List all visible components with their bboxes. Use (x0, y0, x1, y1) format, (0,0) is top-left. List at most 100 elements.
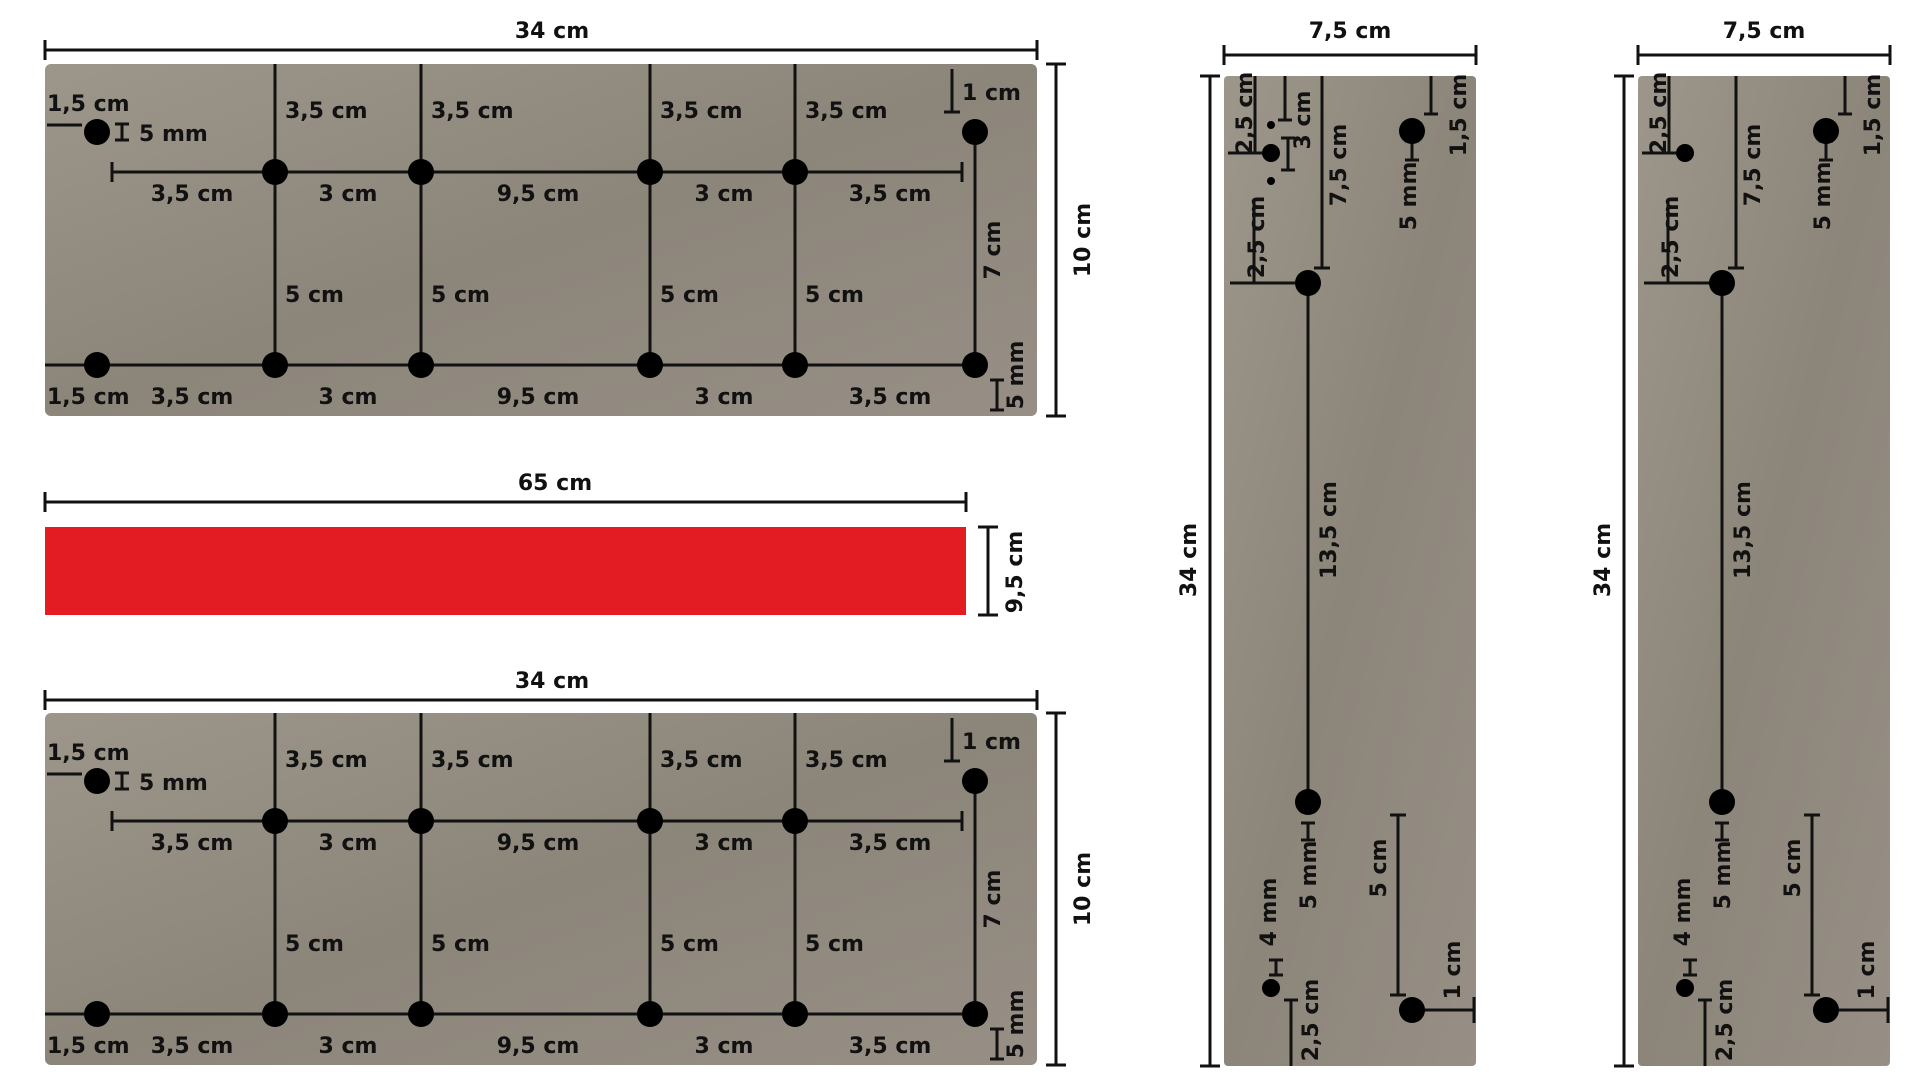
label-drop: 7,5 cm (1741, 124, 1766, 207)
label-segment: 3,5 cm (151, 831, 234, 856)
label-segment: 3,5 cm (151, 182, 234, 207)
hole (962, 352, 988, 378)
label-segment: 3,5 cm (151, 385, 234, 410)
label-segment: 3 cm (695, 831, 754, 856)
label-middle: 13,5 cm (1317, 481, 1342, 579)
hole (1399, 118, 1425, 144)
label-7cm: 7 cm (981, 870, 1006, 929)
hole (637, 1001, 663, 1027)
label-offset-5mm: 5 mm (1811, 162, 1836, 231)
label-post-span: 5 cm (805, 932, 864, 957)
strip-length-label: 65 cm (518, 471, 592, 496)
label-top-right: 1,5 cm (1447, 74, 1472, 157)
hole (1267, 177, 1275, 185)
hole (408, 352, 434, 378)
hole (1262, 144, 1280, 162)
label-segment: 3 cm (319, 831, 378, 856)
label-7cm: 7 cm (981, 221, 1006, 280)
hole (408, 159, 434, 185)
front-panel-bottom-board (45, 713, 1037, 1065)
label-offset-5mm: 5 mm (1297, 841, 1322, 910)
label-segment: 9,5 cm (497, 1034, 580, 1059)
label-hole-margin: 1,5 cm (47, 741, 130, 766)
label-5mm-bottom: 5 mm (1004, 341, 1029, 410)
hole (408, 808, 434, 834)
side-panel-right: 7,5 cm 34 cm 1,5 (1591, 19, 1892, 1068)
label-hole-4mm: 4 mm (1257, 878, 1282, 947)
front-panel-bottom: 34 cm 10 cm 1,5 cm 5 (43, 669, 1096, 1067)
label-bottom-margin: 1,5 cm (47, 385, 130, 410)
label-small-top: 2,5 cm (1233, 72, 1258, 155)
hole (1676, 144, 1694, 162)
label-offset-5mm: 5 mm (1397, 162, 1422, 231)
label-small-gap: 3 cm (1291, 91, 1316, 150)
front-bottom-height-label: 10 cm (1071, 852, 1096, 926)
label-post-span: 5 cm (431, 283, 490, 308)
side-panel-right-board (1638, 76, 1890, 1066)
hole (262, 808, 288, 834)
hole (1399, 997, 1425, 1023)
label-small-top: 2,5 cm (1647, 72, 1672, 155)
label-1cm: 1 cm (962, 81, 1021, 106)
front-top-width-label: 34 cm (515, 19, 589, 44)
hole (408, 1001, 434, 1027)
label-side-offset: 2,5 cm (1245, 196, 1270, 279)
hole (962, 119, 988, 145)
front-bottom-width-label: 34 cm (515, 669, 589, 694)
hole (782, 159, 808, 185)
hole (1813, 118, 1839, 144)
label-segment: 3 cm (319, 182, 378, 207)
label-post-drop: 3,5 cm (431, 99, 514, 124)
label-lower-gap: 5 cm (1781, 839, 1806, 898)
hole (84, 1001, 110, 1027)
hole (262, 1001, 288, 1027)
label-segment: 3 cm (319, 385, 378, 410)
label-lower-gap: 5 cm (1367, 839, 1392, 898)
side-panel-left-board (1224, 76, 1476, 1066)
label-segment: 3,5 cm (849, 385, 932, 410)
label-post-span: 5 cm (285, 283, 344, 308)
label-offset-5mm: 5 mm (1711, 841, 1736, 910)
label-middle: 13,5 cm (1731, 481, 1756, 579)
label-post-drop: 3,5 cm (660, 748, 743, 773)
side-left-width-label: 7,5 cm (1309, 19, 1392, 44)
label-post-drop: 3,5 cm (285, 99, 368, 124)
label-segment: 3 cm (695, 182, 754, 207)
hole (1813, 997, 1839, 1023)
hole (84, 352, 110, 378)
label-top-right: 1,5 cm (1861, 74, 1886, 157)
front-panel-top: 34 cm 10 cm (43, 19, 1096, 418)
label-5mm: 5 mm (139, 122, 208, 147)
hole (262, 159, 288, 185)
label-post-span: 5 cm (805, 283, 864, 308)
hole (782, 1001, 808, 1027)
label-bottom-right: 1 cm (1855, 941, 1880, 1000)
hole (262, 352, 288, 378)
red-strip: 65 cm 9,5 cm (43, 471, 1028, 617)
label-bottom-offset: 2,5 cm (1299, 979, 1324, 1062)
label-segment: 3,5 cm (151, 1034, 234, 1059)
hole (1262, 979, 1280, 997)
label-bottom-offset: 2,5 cm (1713, 979, 1738, 1062)
label-post-drop: 3,5 cm (285, 748, 368, 773)
label-side-offset: 2,5 cm (1659, 196, 1684, 279)
label-post-span: 5 cm (431, 932, 490, 957)
label-post-span: 5 cm (660, 283, 719, 308)
label-segment: 3,5 cm (849, 1034, 932, 1059)
label-segment: 3,5 cm (849, 182, 932, 207)
hole (782, 808, 808, 834)
hole (1295, 270, 1321, 296)
label-bottom-right: 1 cm (1441, 941, 1466, 1000)
label-segment: 9,5 cm (497, 182, 580, 207)
strip-bar (45, 527, 966, 615)
front-panel-top-board (45, 64, 1037, 416)
label-segment: 9,5 cm (497, 831, 580, 856)
label-hole-4mm: 4 mm (1671, 878, 1696, 947)
side-left-height-label: 34 cm (1177, 523, 1202, 597)
label-post-drop: 3,5 cm (805, 99, 888, 124)
hole (637, 159, 663, 185)
label-segment: 3 cm (695, 385, 754, 410)
hole (1267, 121, 1275, 129)
hole (962, 1001, 988, 1027)
